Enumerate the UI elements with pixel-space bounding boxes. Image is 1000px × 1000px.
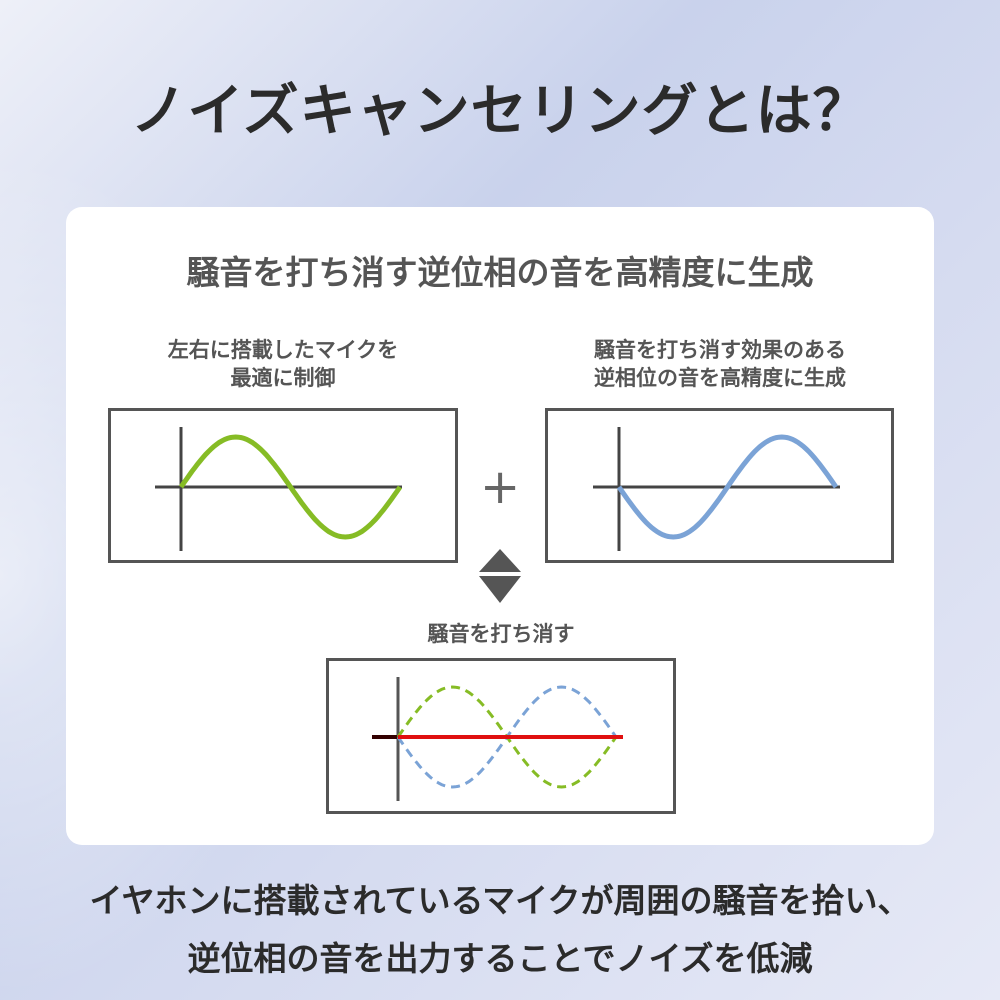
- footer-line-2: 逆位相の音を出力することでノイズを低減: [187, 939, 813, 978]
- footer-line-1: イヤホンに搭載されているマイクが周囲の騒音を拾い、: [89, 881, 911, 920]
- left-label-line2: 最適に制御: [230, 366, 336, 390]
- left-label-line1: 左右に搭載したマイクを: [167, 338, 399, 362]
- right-label-line2: 逆相位の音を高精度に生成: [594, 366, 846, 390]
- right-label: 騒音を打ち消す効果のある 逆相位の音を高精度に生成: [545, 336, 895, 392]
- card-subtitle: 騒音を打ち消す逆位相の音を高精度に生成: [186, 253, 814, 292]
- plus-sign: +: [480, 459, 521, 515]
- page-title: ノイズキャンセリングとは？: [130, 79, 870, 144]
- arrow-head-up: [479, 549, 521, 572]
- noise-sine-wave: [178, 434, 403, 540]
- anti-phase-sine-wave: [616, 434, 839, 540]
- left-label: 左右に搭載したマイクを 最適に制御: [108, 336, 458, 392]
- result-label: 騒音を打ち消す: [427, 622, 575, 646]
- right-label-line1: 騒音を打ち消す効果のある: [594, 338, 846, 362]
- arrow-down-icon: [479, 576, 521, 603]
